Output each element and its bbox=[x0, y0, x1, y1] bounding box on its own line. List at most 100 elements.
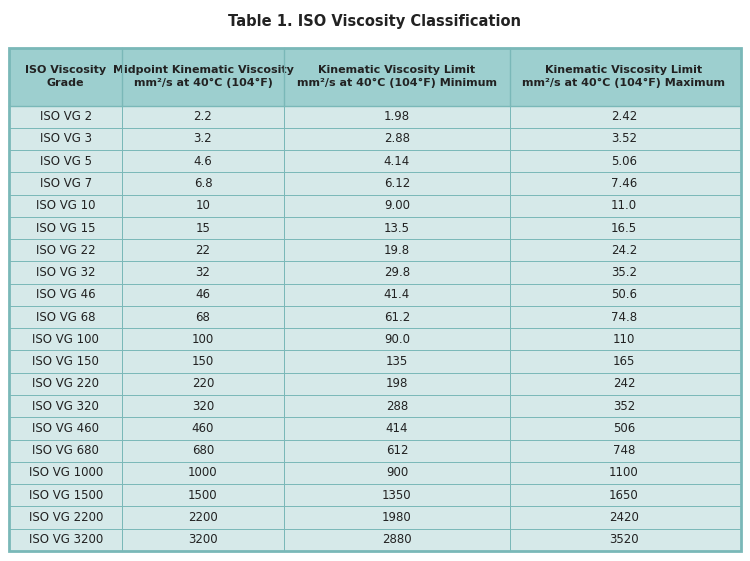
Text: 3200: 3200 bbox=[188, 534, 218, 546]
Bar bbox=[9, 195, 741, 217]
Text: 2200: 2200 bbox=[188, 511, 218, 524]
Text: 2.42: 2.42 bbox=[610, 110, 637, 123]
Text: 900: 900 bbox=[386, 466, 408, 480]
Text: 24.2: 24.2 bbox=[610, 244, 637, 257]
Text: 3520: 3520 bbox=[609, 534, 639, 546]
Text: 506: 506 bbox=[613, 422, 635, 435]
Bar bbox=[9, 150, 741, 172]
Text: ISO VG 460: ISO VG 460 bbox=[32, 422, 99, 435]
Bar bbox=[9, 440, 741, 462]
Bar bbox=[9, 328, 741, 351]
Text: 74.8: 74.8 bbox=[610, 311, 637, 324]
Text: 6.8: 6.8 bbox=[194, 177, 212, 190]
Text: ISO VG 3200: ISO VG 3200 bbox=[28, 534, 103, 546]
Text: Kinematic Viscosity Limit
mm²/s at 40°C (104°F) Minimum: Kinematic Viscosity Limit mm²/s at 40°C … bbox=[297, 65, 497, 88]
Text: 2880: 2880 bbox=[382, 534, 412, 546]
Text: 5.06: 5.06 bbox=[611, 155, 637, 168]
Text: 612: 612 bbox=[386, 444, 408, 457]
Bar bbox=[9, 105, 741, 128]
Text: 22: 22 bbox=[196, 244, 211, 257]
Text: 1500: 1500 bbox=[188, 489, 218, 502]
Bar bbox=[9, 462, 741, 484]
Text: 165: 165 bbox=[613, 355, 635, 368]
Text: 2.2: 2.2 bbox=[194, 110, 212, 123]
Text: 15: 15 bbox=[196, 222, 211, 234]
Text: 150: 150 bbox=[192, 355, 214, 368]
Text: 50.6: 50.6 bbox=[611, 288, 637, 301]
Text: 2.88: 2.88 bbox=[384, 132, 410, 145]
Text: 414: 414 bbox=[386, 422, 408, 435]
Text: 220: 220 bbox=[192, 378, 214, 390]
Text: ISO VG 680: ISO VG 680 bbox=[32, 444, 99, 457]
Text: 7.46: 7.46 bbox=[610, 177, 637, 190]
Bar bbox=[9, 306, 741, 328]
Text: 242: 242 bbox=[613, 378, 635, 390]
Text: 100: 100 bbox=[192, 333, 214, 346]
Text: 320: 320 bbox=[192, 399, 214, 413]
Text: 13.5: 13.5 bbox=[384, 222, 410, 234]
Text: 352: 352 bbox=[613, 399, 635, 413]
Text: 1.98: 1.98 bbox=[384, 110, 410, 123]
Text: ISO VG 220: ISO VG 220 bbox=[32, 378, 99, 390]
Text: ISO VG 1000: ISO VG 1000 bbox=[28, 466, 103, 480]
Text: 2420: 2420 bbox=[609, 511, 639, 524]
Text: 1100: 1100 bbox=[609, 466, 639, 480]
Text: 135: 135 bbox=[386, 355, 408, 368]
Text: 1000: 1000 bbox=[188, 466, 218, 480]
Text: ISO Viscosity
Grade: ISO Viscosity Grade bbox=[26, 65, 106, 88]
Text: Table 1. ISO Viscosity Classification: Table 1. ISO Viscosity Classification bbox=[229, 14, 521, 29]
Text: 3.52: 3.52 bbox=[611, 132, 637, 145]
Text: 32: 32 bbox=[196, 266, 211, 279]
Bar bbox=[9, 395, 741, 417]
Bar bbox=[9, 484, 741, 507]
Text: ISO VG 2200: ISO VG 2200 bbox=[28, 511, 103, 524]
Bar bbox=[9, 507, 741, 528]
Text: ISO VG 15: ISO VG 15 bbox=[36, 222, 95, 234]
Bar bbox=[9, 284, 741, 306]
Bar bbox=[9, 528, 741, 551]
Text: ISO VG 5: ISO VG 5 bbox=[40, 155, 92, 168]
Text: Kinematic Viscosity Limit
mm²/s at 40°C (104°F) Maximum: Kinematic Viscosity Limit mm²/s at 40°C … bbox=[523, 65, 725, 88]
Text: 19.8: 19.8 bbox=[384, 244, 410, 257]
Text: 16.5: 16.5 bbox=[610, 222, 637, 234]
Text: ISO VG 32: ISO VG 32 bbox=[36, 266, 95, 279]
Text: 11.0: 11.0 bbox=[610, 199, 637, 212]
Bar bbox=[9, 351, 741, 373]
Text: 46: 46 bbox=[196, 288, 211, 301]
Text: 198: 198 bbox=[386, 378, 408, 390]
Text: Midpoint Kinematic Viscosity
mm²/s at 40°C (104°F): Midpoint Kinematic Viscosity mm²/s at 40… bbox=[112, 65, 293, 88]
Bar bbox=[9, 239, 741, 261]
Text: 1650: 1650 bbox=[609, 489, 639, 502]
Bar bbox=[9, 128, 741, 150]
Text: 29.8: 29.8 bbox=[384, 266, 410, 279]
Text: 90.0: 90.0 bbox=[384, 333, 410, 346]
Text: ISO VG 7: ISO VG 7 bbox=[40, 177, 92, 190]
Text: ISO VG 3: ISO VG 3 bbox=[40, 132, 92, 145]
Text: ISO VG 320: ISO VG 320 bbox=[32, 399, 99, 413]
Bar bbox=[9, 417, 741, 440]
Text: 4.6: 4.6 bbox=[194, 155, 212, 168]
Text: 4.14: 4.14 bbox=[384, 155, 410, 168]
Text: 6.12: 6.12 bbox=[384, 177, 410, 190]
Bar bbox=[9, 48, 741, 551]
Text: 1980: 1980 bbox=[382, 511, 412, 524]
Text: ISO VG 150: ISO VG 150 bbox=[32, 355, 99, 368]
Text: 110: 110 bbox=[613, 333, 635, 346]
Bar bbox=[9, 172, 741, 195]
Text: 68: 68 bbox=[196, 311, 211, 324]
Text: 680: 680 bbox=[192, 444, 214, 457]
Text: 288: 288 bbox=[386, 399, 408, 413]
Bar bbox=[9, 48, 741, 105]
Text: 41.4: 41.4 bbox=[384, 288, 410, 301]
Text: ISO VG 2: ISO VG 2 bbox=[40, 110, 92, 123]
Text: 1350: 1350 bbox=[382, 489, 412, 502]
Text: 10: 10 bbox=[196, 199, 211, 212]
Text: 748: 748 bbox=[613, 444, 635, 457]
Text: 3.2: 3.2 bbox=[194, 132, 212, 145]
Bar bbox=[9, 261, 741, 284]
Text: ISO VG 22: ISO VG 22 bbox=[36, 244, 95, 257]
Text: 9.00: 9.00 bbox=[384, 199, 410, 212]
Text: ISO VG 100: ISO VG 100 bbox=[32, 333, 99, 346]
Text: ISO VG 68: ISO VG 68 bbox=[36, 311, 95, 324]
Text: ISO VG 1500: ISO VG 1500 bbox=[28, 489, 103, 502]
